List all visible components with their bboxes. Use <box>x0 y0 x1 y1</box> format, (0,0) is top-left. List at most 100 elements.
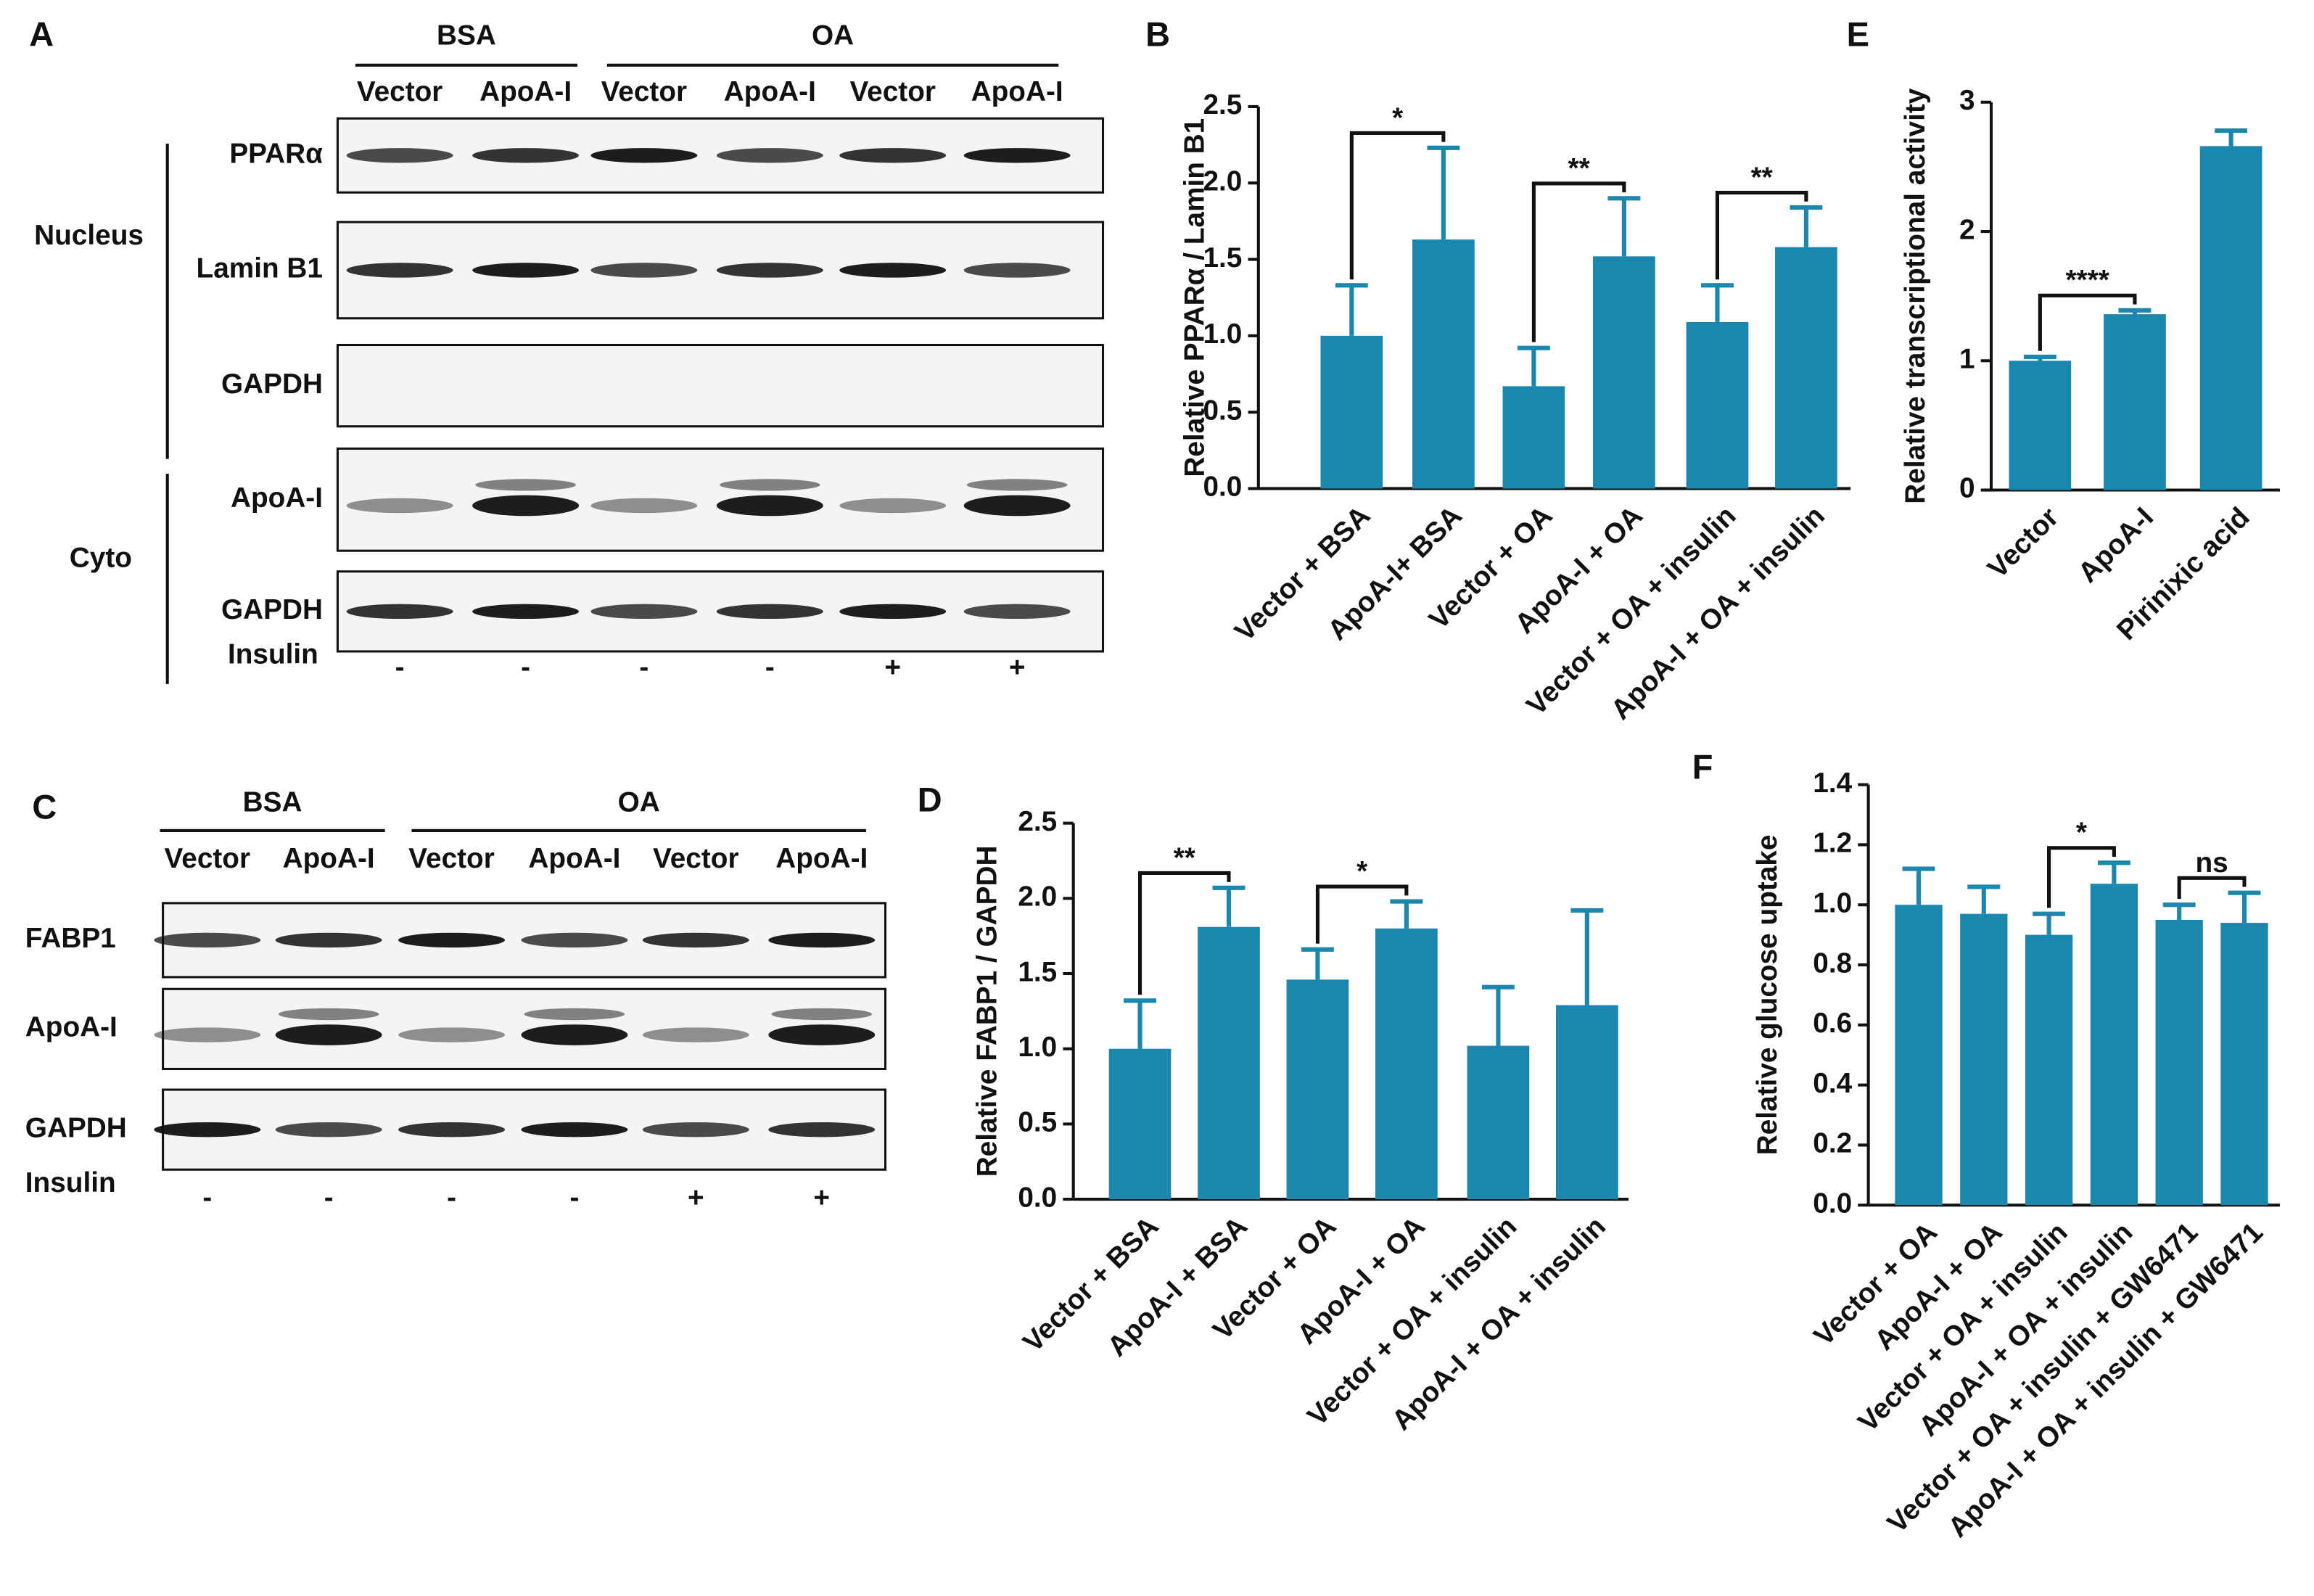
band <box>398 1122 506 1138</box>
band <box>346 604 453 620</box>
lane-label: ApoA-I <box>724 76 816 107</box>
bar <box>2104 314 2166 490</box>
insulin-sign: + <box>884 652 901 683</box>
band <box>521 1122 628 1138</box>
band <box>963 263 1071 278</box>
group-label: BSA <box>437 20 496 51</box>
panel-letter: C <box>32 789 57 826</box>
compartment-label: Nucleus <box>34 220 144 251</box>
band <box>275 1024 382 1045</box>
bar <box>1593 256 1655 489</box>
group-label: OA <box>812 20 854 51</box>
band <box>398 932 506 948</box>
bar <box>1775 247 1837 489</box>
band <box>590 498 698 514</box>
bar <box>2155 919 2203 1206</box>
panel-letter: B <box>1145 15 1170 53</box>
significance-label: * <box>2076 818 2088 849</box>
y-tick-label: 0.0 <box>1813 1188 1852 1219</box>
band <box>642 1027 749 1042</box>
blot-box <box>336 343 1105 428</box>
band <box>475 479 576 491</box>
band <box>768 1122 876 1138</box>
bar <box>1686 321 1749 489</box>
y-axis-label: Relative transcriptional activity <box>1900 88 1931 504</box>
band <box>346 263 453 278</box>
bar <box>2220 923 2268 1206</box>
band <box>963 495 1071 517</box>
row-label: GAPDH <box>221 594 323 625</box>
significance-bracket <box>2047 846 2116 908</box>
band <box>472 263 580 278</box>
y-tick-label: 1.4 <box>1813 768 1852 799</box>
band <box>521 1024 628 1045</box>
significance-bracket <box>1349 131 1446 280</box>
y-tick-label: 0.6 <box>1813 1008 1852 1039</box>
panel-letter: A <box>29 15 54 53</box>
bar <box>1502 386 1565 489</box>
lane-label: Vector <box>849 76 936 107</box>
significance-label: * <box>1356 856 1368 887</box>
group-label: BSA <box>243 786 302 818</box>
bar <box>1320 335 1383 489</box>
significance-label: **** <box>2065 265 2109 296</box>
band <box>719 479 820 491</box>
bar <box>2025 934 2073 1206</box>
y-tick-label: 1.5 <box>1018 956 1057 987</box>
lane-label: ApoA-I <box>971 76 1063 107</box>
bar <box>2009 361 2072 490</box>
insulin-label: Insulin <box>228 638 318 670</box>
significance-bracket <box>1531 181 1626 342</box>
band <box>524 1008 625 1021</box>
bar <box>1198 926 1260 1200</box>
band <box>275 932 382 948</box>
row-label: GAPDH <box>25 1112 127 1143</box>
y-tick-label: 1 <box>1959 344 1975 375</box>
y-axis-label: Relative glucose uptake <box>1752 835 1783 1156</box>
y-tick-label: 2.5 <box>1018 806 1057 837</box>
insulin-sign: + <box>813 1182 830 1213</box>
band <box>716 263 823 278</box>
lane-label: Vector <box>653 843 739 874</box>
band <box>771 1008 873 1021</box>
lane-label: Vector <box>165 843 251 874</box>
significance-bracket <box>1715 190 1808 280</box>
insulin-sign: + <box>688 1182 704 1213</box>
bar <box>1895 905 1943 1206</box>
lane-label: ApoA-I <box>479 76 572 107</box>
band <box>768 932 876 948</box>
bar <box>1412 239 1475 489</box>
band <box>716 148 823 163</box>
band <box>521 932 628 948</box>
band <box>839 498 947 514</box>
significance-label: ** <box>1751 162 1774 193</box>
band <box>839 148 947 163</box>
band <box>839 263 947 278</box>
insulin-label: Insulin <box>25 1167 116 1198</box>
bar <box>1375 928 1438 1200</box>
band <box>839 604 947 620</box>
insulin-sign: - <box>202 1182 212 1213</box>
lane-label: ApoA-I <box>283 843 375 874</box>
panel-letter: E <box>1847 15 1869 53</box>
band <box>346 498 453 514</box>
band <box>716 495 823 517</box>
x-tick-label: Vector <box>1982 501 2064 584</box>
band <box>472 495 580 517</box>
lane-label: ApoA-I <box>775 843 868 874</box>
band <box>963 604 1071 620</box>
bar <box>1556 1005 1618 1200</box>
band <box>590 604 698 620</box>
row-label: GAPDH <box>221 369 323 400</box>
lane-label: Vector <box>408 843 495 874</box>
y-tick-label: 0.5 <box>1018 1107 1057 1138</box>
y-tick-label: 3 <box>1959 85 1975 116</box>
band <box>590 263 698 278</box>
band <box>963 148 1071 163</box>
bar <box>1108 1048 1172 1200</box>
band <box>398 1027 506 1042</box>
band <box>154 1122 261 1138</box>
insulin-sign: - <box>395 652 405 683</box>
band <box>154 1027 261 1042</box>
